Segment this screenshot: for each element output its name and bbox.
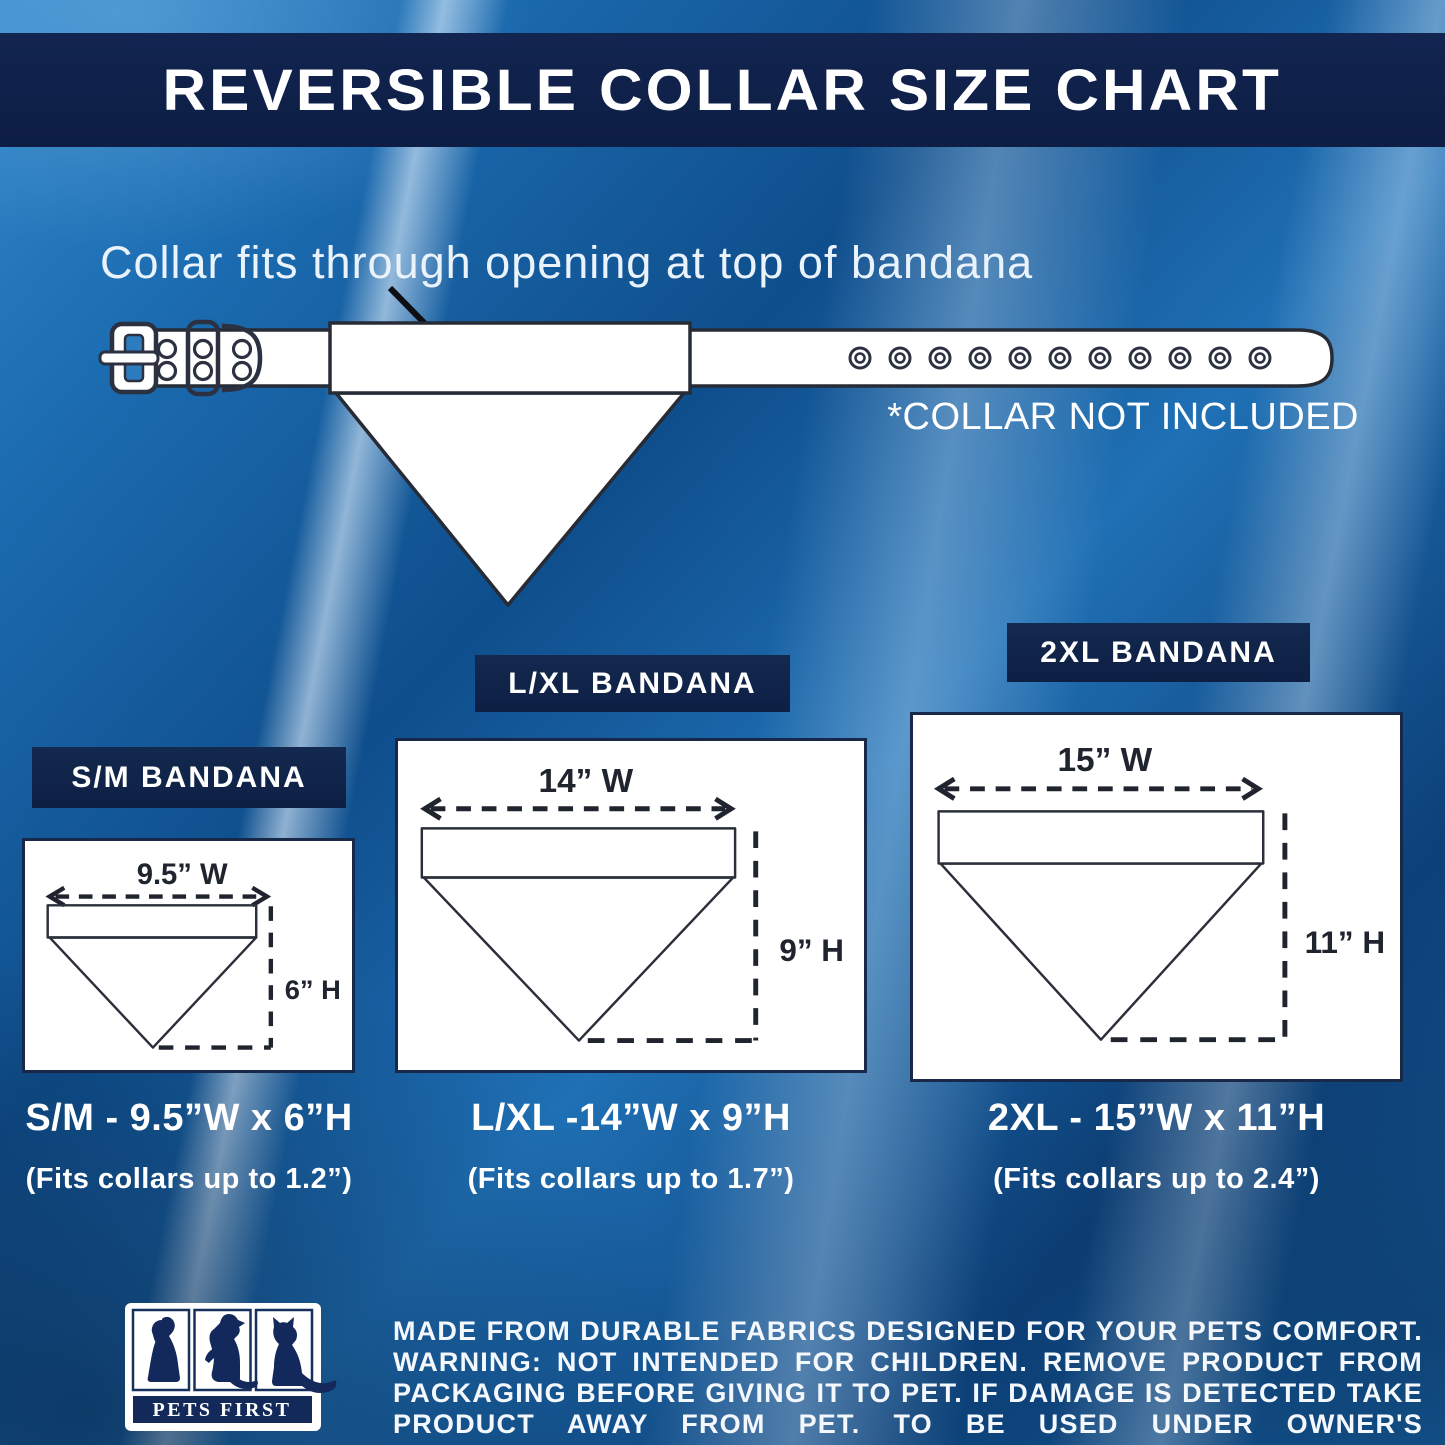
size-label-sm: S/M BANDANA: [32, 747, 346, 808]
caption-lxl: L/XL -14”W x 9”H: [471, 1097, 791, 1139]
height-guides: [158, 906, 274, 1050]
disclaimer-line-4: PRODUCT AWAY FROM PET. TO BE USED UNDER …: [393, 1409, 1423, 1445]
size-label-2xl-text: 2XL BANDANA: [1040, 635, 1277, 669]
dog-silhouette-icons: [147, 1314, 337, 1393]
size-diagram-sm: 9.5” W 6” H: [45, 859, 341, 1050]
width-dim-lxl: 14” W: [539, 763, 634, 800]
height-guides: [1110, 813, 1288, 1043]
height-guides: [587, 831, 759, 1043]
size-label-sm-text: S/M BANDANA: [71, 760, 307, 794]
collar-bandana-illustration: [98, 285, 1334, 607]
disclaimer-line-2: WARNING: NOT INTENDED FOR CHILDREN. REMO…: [393, 1347, 1423, 1377]
height-dim-lxl: 9” H: [779, 933, 844, 968]
fits-sm: (Fits collars up to 1.2”): [25, 1163, 353, 1195]
width-dim-2xl: 15” W: [1057, 742, 1152, 779]
size-label-2xl: 2XL BANDANA: [1007, 623, 1310, 682]
size-box-sm: 9.5” W 6” H: [22, 838, 355, 1073]
collar-not-included-note: *COLLAR NOT INCLUDED: [887, 396, 1359, 438]
brand-name: PETS FIRST: [153, 1399, 292, 1421]
disclaimer-line-1: MADE FROM DURABLE FABRICS DESIGNED FOR Y…: [393, 1316, 1423, 1346]
page-title: REVERSIBLE COLLAR SIZE CHART: [162, 57, 1283, 123]
collar-strap: [98, 319, 1334, 397]
bandana-outline: [46, 904, 258, 1049]
size-diagram-2xl: 15” W 11” H: [933, 742, 1385, 1043]
keeper-loop: [185, 319, 221, 397]
height-dim-2xl: 11” H: [1305, 925, 1385, 960]
collar-opening-annotation: Collar fits through opening at top of ba…: [100, 237, 1034, 288]
bandana-outline: [420, 827, 737, 1042]
caption-2xl: 2XL - 15”W x 11”H: [987, 1097, 1326, 1139]
disclaimer-text: MADE FROM DURABLE FABRICS DESIGNED FOR Y…: [393, 1316, 1423, 1445]
bandana-on-collar: [328, 321, 692, 607]
buckle-icon: [98, 321, 160, 395]
width-arrow: [45, 885, 272, 908]
size-label-lxl: L/XL BANDANA: [475, 655, 790, 712]
width-arrow: [933, 776, 1263, 801]
width-arrow: [420, 796, 736, 821]
fits-lxl: (Fits collars up to 1.7”): [467, 1163, 795, 1195]
size-diagram-lxl: 14” W 9” H: [420, 763, 844, 1043]
size-label-lxl-text: L/XL BANDANA: [508, 666, 757, 700]
bandana-outline: [937, 810, 1265, 1041]
pets-first-logo: PETS FIRST: [125, 1303, 337, 1431]
d-ring: [221, 323, 263, 393]
size-box-lxl: 14” W 9” H: [395, 738, 867, 1073]
height-dim-sm: 6” H: [285, 974, 341, 1005]
strap-holes: [156, 338, 253, 382]
caption-sm: S/M - 9.5”W x 6”H: [25, 1097, 353, 1139]
fits-2xl: (Fits collars up to 2.4”): [993, 1163, 1320, 1195]
size-box-2xl: 15” W 11” H: [910, 712, 1403, 1082]
disclaimer-line-3: PACKAGING BEFORE GIVING IT TO PET. IF DA…: [393, 1378, 1423, 1408]
collar-eyelets: [848, 346, 1272, 370]
width-dim-sm: 9.5” W: [137, 859, 228, 891]
title-banner: REVERSIBLE COLLAR SIZE CHART: [0, 33, 1445, 147]
